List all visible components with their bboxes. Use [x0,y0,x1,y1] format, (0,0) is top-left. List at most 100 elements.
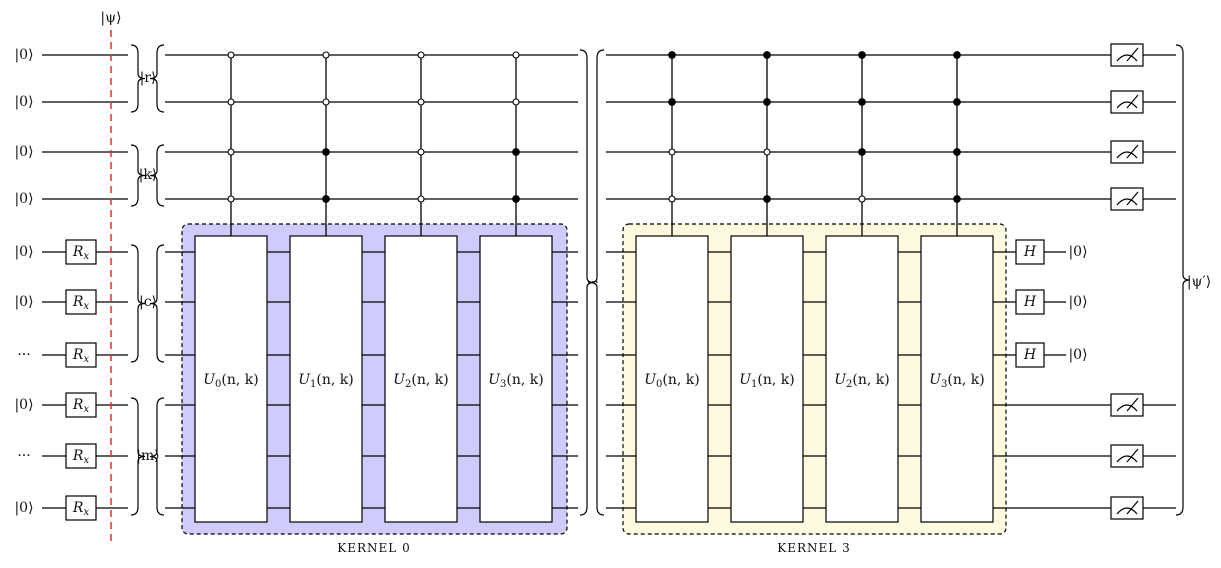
kernel-3-caption: KERNEL 3 [777,541,850,555]
kernel0-unitary-label: U1(n, k) [298,372,354,390]
input-label: |0⟩ [14,294,33,310]
kernel3-unitary-label: U3(n, k) [929,372,985,390]
register-k-label: |k⟩ [139,167,158,183]
rx-gate-label: Rx [72,244,90,262]
kernel3-unitary-label: U2(n, k) [834,372,890,390]
kernel3-unitary-box [920,235,994,523]
kernel3-unitary-box [635,235,709,523]
rx-gate [65,443,97,469]
kernel3-control-dot-open [858,195,866,203]
kernel0-control-dot-filled [322,148,330,156]
gates [65,43,1144,523]
meter-icon [1110,140,1144,164]
kernel0-control-dot-filled [512,148,520,156]
input-label: |0⟩ [14,500,33,516]
rx-gate [65,239,97,265]
kernel3-control-dot-filled [668,98,676,106]
kernel0-control-dot-open [417,148,425,156]
register-m-brace [130,397,146,516]
register-r-brace-right [149,44,165,113]
meter-icon [1110,187,1144,211]
kernel0-control-dot-open [322,51,330,59]
register-r-label: |r⟩ [140,70,157,86]
kernel0-unitary-box [289,235,363,523]
kernel3-control-dot-filled [858,148,866,156]
kernel3-input-brace [589,49,605,516]
rx-gate-label: Rx [72,294,90,312]
kernel3-unitary-box [825,235,899,523]
rx-gate-label: Rx [72,500,90,518]
kernel3-control-dot-filled [953,195,961,203]
kernel3-control-dot-filled [763,51,771,59]
meter-needle [1126,397,1139,412]
rx-gate-label: Rx [72,448,90,466]
kernel0-control-dot-open [227,148,235,156]
meter-arc [1116,507,1138,515]
kernel3-control-dot-open [763,148,771,156]
h-gate-label: H [1023,347,1037,363]
meter-arc [1116,101,1138,109]
reset-zero-label: |0⟩ [1068,347,1087,363]
meter-icon [1110,496,1144,520]
register-c-brace-right [149,244,165,363]
kernel3-unitary-label: U1(n, k) [739,372,795,390]
rx-gate [65,342,97,368]
kernel3-unitary-box [730,235,804,523]
rx-gate-label: Rx [72,347,90,365]
h-gate [1015,342,1045,368]
kernel3-control-dot-filled [668,51,676,59]
register-m-brace-right [149,397,165,516]
kernel0-unitary-box [384,235,458,523]
input-label: |0⟩ [14,191,33,207]
psi-label: |ψ⟩ [100,10,121,26]
kernel3-control-dot-filled [953,148,961,156]
meter-arc [1116,455,1138,463]
kernel-0-caption: KERNEL 0 [337,541,410,555]
meter-icon [1110,444,1144,468]
h-gate [1015,239,1045,265]
psi-out-label: |ψ′⟩ [1187,274,1211,290]
input-label: |0⟩ [14,47,33,63]
input-label: ··· [17,347,30,363]
register-c-brace [130,244,146,363]
kernel0-control-dot-open [227,51,235,59]
register-c-label: |c⟩ [139,294,157,310]
kernel0-control-dot-open [512,98,520,106]
kernel0-unitary-box [479,235,553,523]
meter-arc [1116,404,1138,412]
rx-gate-label: Rx [72,397,90,415]
kernel0-control-dot-open [417,51,425,59]
meter-needle [1126,47,1139,62]
register-r-brace [130,44,146,113]
input-label: ··· [17,448,30,464]
kernel0-unitary-label: U0(n, k) [203,372,259,390]
labels: |ψ⟩ |0⟩ |0⟩ |0⟩ |0⟩ |0⟩ |0⟩ ··· |0⟩ ··· |0⟩ Rx Rx Rx R… [14,10,1211,555]
kernel0-unitary-box [194,235,268,523]
rx-gate [65,392,97,418]
kernel0-unitary-label: U3(n, k) [488,372,544,390]
kernel0-control-dot-open [227,98,235,106]
kernel3-control-dot-filled [953,51,961,59]
kernel3-control-dot-filled [858,98,866,106]
kernel3-control-dot-open [668,195,676,203]
kernel3-unitary-label: U0(n, k) [644,372,700,390]
meter-icon [1110,90,1144,114]
kernel0-control-dot-open [417,195,425,203]
kernel0-control-dot-open [322,98,330,106]
input-label: |0⟩ [14,397,33,413]
meter-icon [1110,43,1144,67]
kernel0-control-dot-open [512,51,520,59]
input-label: |0⟩ [14,94,33,110]
meter-needle [1126,191,1139,206]
kernel0-control-dot-open [227,195,235,203]
kernel3-control-dot-filled [763,98,771,106]
register-k-brace-right [149,144,165,207]
h-gate-label: H [1023,244,1037,260]
input-label: |0⟩ [14,144,33,160]
kernel3-control-dot-filled [763,195,771,203]
register-m-label: |m⟩ [136,448,159,464]
kernel0-control-dot-filled [322,195,330,203]
meter-arc [1116,54,1138,62]
reset-zero-label: |0⟩ [1068,244,1087,260]
